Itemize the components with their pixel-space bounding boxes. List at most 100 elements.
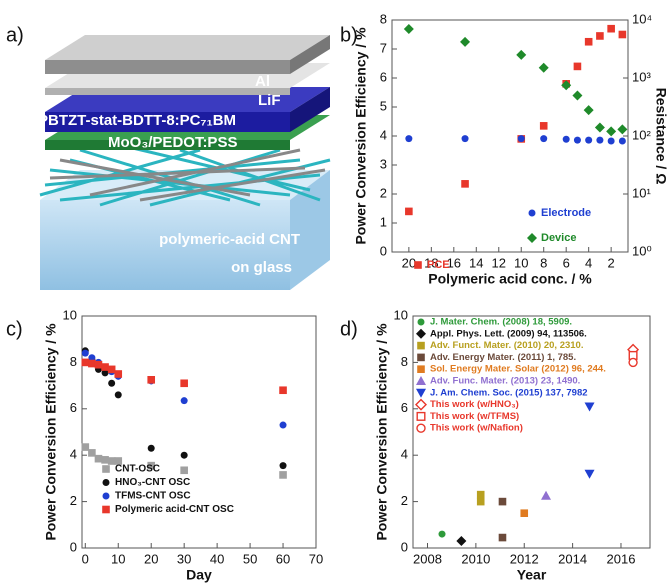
legend-marker — [102, 465, 110, 473]
point — [584, 402, 595, 412]
x-tick-label: 70 — [309, 551, 323, 566]
plot-frame — [412, 315, 651, 549]
y-axis-title: Power Conversion Efficiency / % — [353, 27, 369, 245]
y-tick-label: 5 — [380, 98, 387, 113]
legend-marker — [416, 328, 426, 339]
layer-label: Al — [255, 73, 270, 90]
legend-label: Adv. Func. Mater. (2013) 23, 1490. — [430, 376, 580, 387]
legend-marker — [417, 365, 425, 373]
legend-label: This work (w/HNO₃) — [430, 399, 519, 410]
x-tick-label: 12 — [492, 255, 506, 270]
x-tick-label: 50 — [243, 551, 257, 566]
legend-label: Polymeric acid-CNT OSC — [115, 504, 234, 515]
point — [584, 37, 593, 46]
x-tick-label: 8 — [540, 255, 547, 270]
y-tick-label: 10 — [394, 307, 408, 322]
point — [517, 135, 525, 143]
x-tick-label: 2012 — [510, 551, 539, 566]
point — [147, 444, 155, 452]
point — [607, 137, 615, 145]
point — [107, 365, 116, 374]
point — [541, 490, 552, 500]
y-tick-label: 6 — [70, 400, 77, 415]
point — [147, 376, 156, 384]
point — [114, 370, 123, 378]
moo3-front — [45, 140, 290, 150]
panel-label: b) — [340, 24, 358, 46]
x-tick-label: 20 — [402, 255, 416, 270]
lif-front — [45, 88, 290, 95]
point — [279, 462, 287, 470]
legend-label: Device — [541, 232, 576, 244]
al-side — [290, 35, 330, 74]
point — [108, 379, 116, 387]
point — [279, 386, 287, 395]
legend-label: J. Mater. Chem. (2008) 18, 5909. — [430, 317, 572, 328]
legend-marker — [102, 492, 110, 500]
legend-label: Adv. Funct. Mater. (2010) 20, 2310. — [430, 340, 583, 351]
point — [596, 136, 604, 144]
legend-marker — [417, 318, 425, 326]
point — [594, 122, 605, 133]
point — [617, 124, 628, 135]
layer-label: MoO₃/PEDOT:PSS — [108, 134, 237, 151]
point — [461, 135, 469, 143]
legend-label: Adv. Energy Mater. (2011) 1, 785. — [430, 352, 576, 363]
point — [405, 135, 413, 143]
glass-front — [40, 200, 290, 290]
legend-label: This work (w/TFMS) — [430, 411, 519, 422]
y-tick-label: 8 — [70, 354, 77, 369]
x-tick-label: 2008 — [413, 551, 442, 566]
point — [572, 90, 583, 101]
device-schematic: Al LiF PBTZT-stat-BDTT-8:PC₇₁BM MoO₃/PED… — [38, 35, 331, 290]
point — [88, 359, 96, 368]
y-tick-label: 2 — [401, 493, 408, 508]
legend-marker — [102, 505, 110, 514]
al-top — [45, 35, 330, 60]
point — [618, 30, 627, 39]
point — [628, 357, 638, 368]
point — [403, 23, 414, 34]
point — [180, 379, 188, 388]
point — [101, 456, 109, 464]
point — [180, 466, 188, 475]
legend-marker — [527, 233, 537, 243]
point — [516, 49, 527, 60]
x-tick-label: 18 — [424, 255, 438, 270]
point — [498, 533, 507, 542]
legend-marker — [416, 388, 426, 398]
x-tick-label: 30 — [177, 551, 191, 566]
point — [538, 62, 549, 73]
x-axis-title: Year — [517, 567, 547, 583]
x-tick-label: 60 — [276, 551, 290, 566]
x-tick-label: 2014 — [558, 551, 587, 566]
legend-label: Appl. Phys. Lett. (2009) 94, 113506. — [430, 328, 587, 339]
legend-marker — [528, 209, 536, 217]
point — [114, 457, 123, 465]
point — [279, 421, 287, 429]
y-tick-label: 10 — [63, 307, 77, 322]
legend-label: PCE — [427, 259, 450, 271]
point — [81, 349, 89, 357]
point — [180, 397, 188, 405]
layer-label: PBTZT-stat-BDTT-8:PC₇₁BM — [38, 112, 236, 129]
substrate-label: polymeric-acid CNT — [159, 231, 300, 248]
point — [81, 358, 90, 367]
point — [618, 137, 626, 145]
point — [405, 207, 413, 216]
legend-label: J. Am. Chem. Soc. (2015) 137, 7982 — [430, 387, 588, 398]
point — [573, 62, 582, 71]
x-tick-label: 10 — [514, 255, 528, 270]
point — [607, 24, 615, 33]
legend-label: HNO₃-CNT OSC — [115, 477, 190, 488]
legend-marker — [414, 261, 422, 269]
y-tick-label: 2 — [380, 185, 387, 200]
point — [94, 454, 103, 463]
point — [107, 457, 116, 465]
y-tick-label: 7 — [380, 40, 387, 55]
y-axis-title: Power Conversion Efficiency / % — [43, 323, 59, 541]
y2-tick-label: 10² — [632, 127, 651, 142]
y2-axis-title: Resistance / Ω — [653, 88, 668, 185]
legend-marker — [416, 376, 426, 385]
